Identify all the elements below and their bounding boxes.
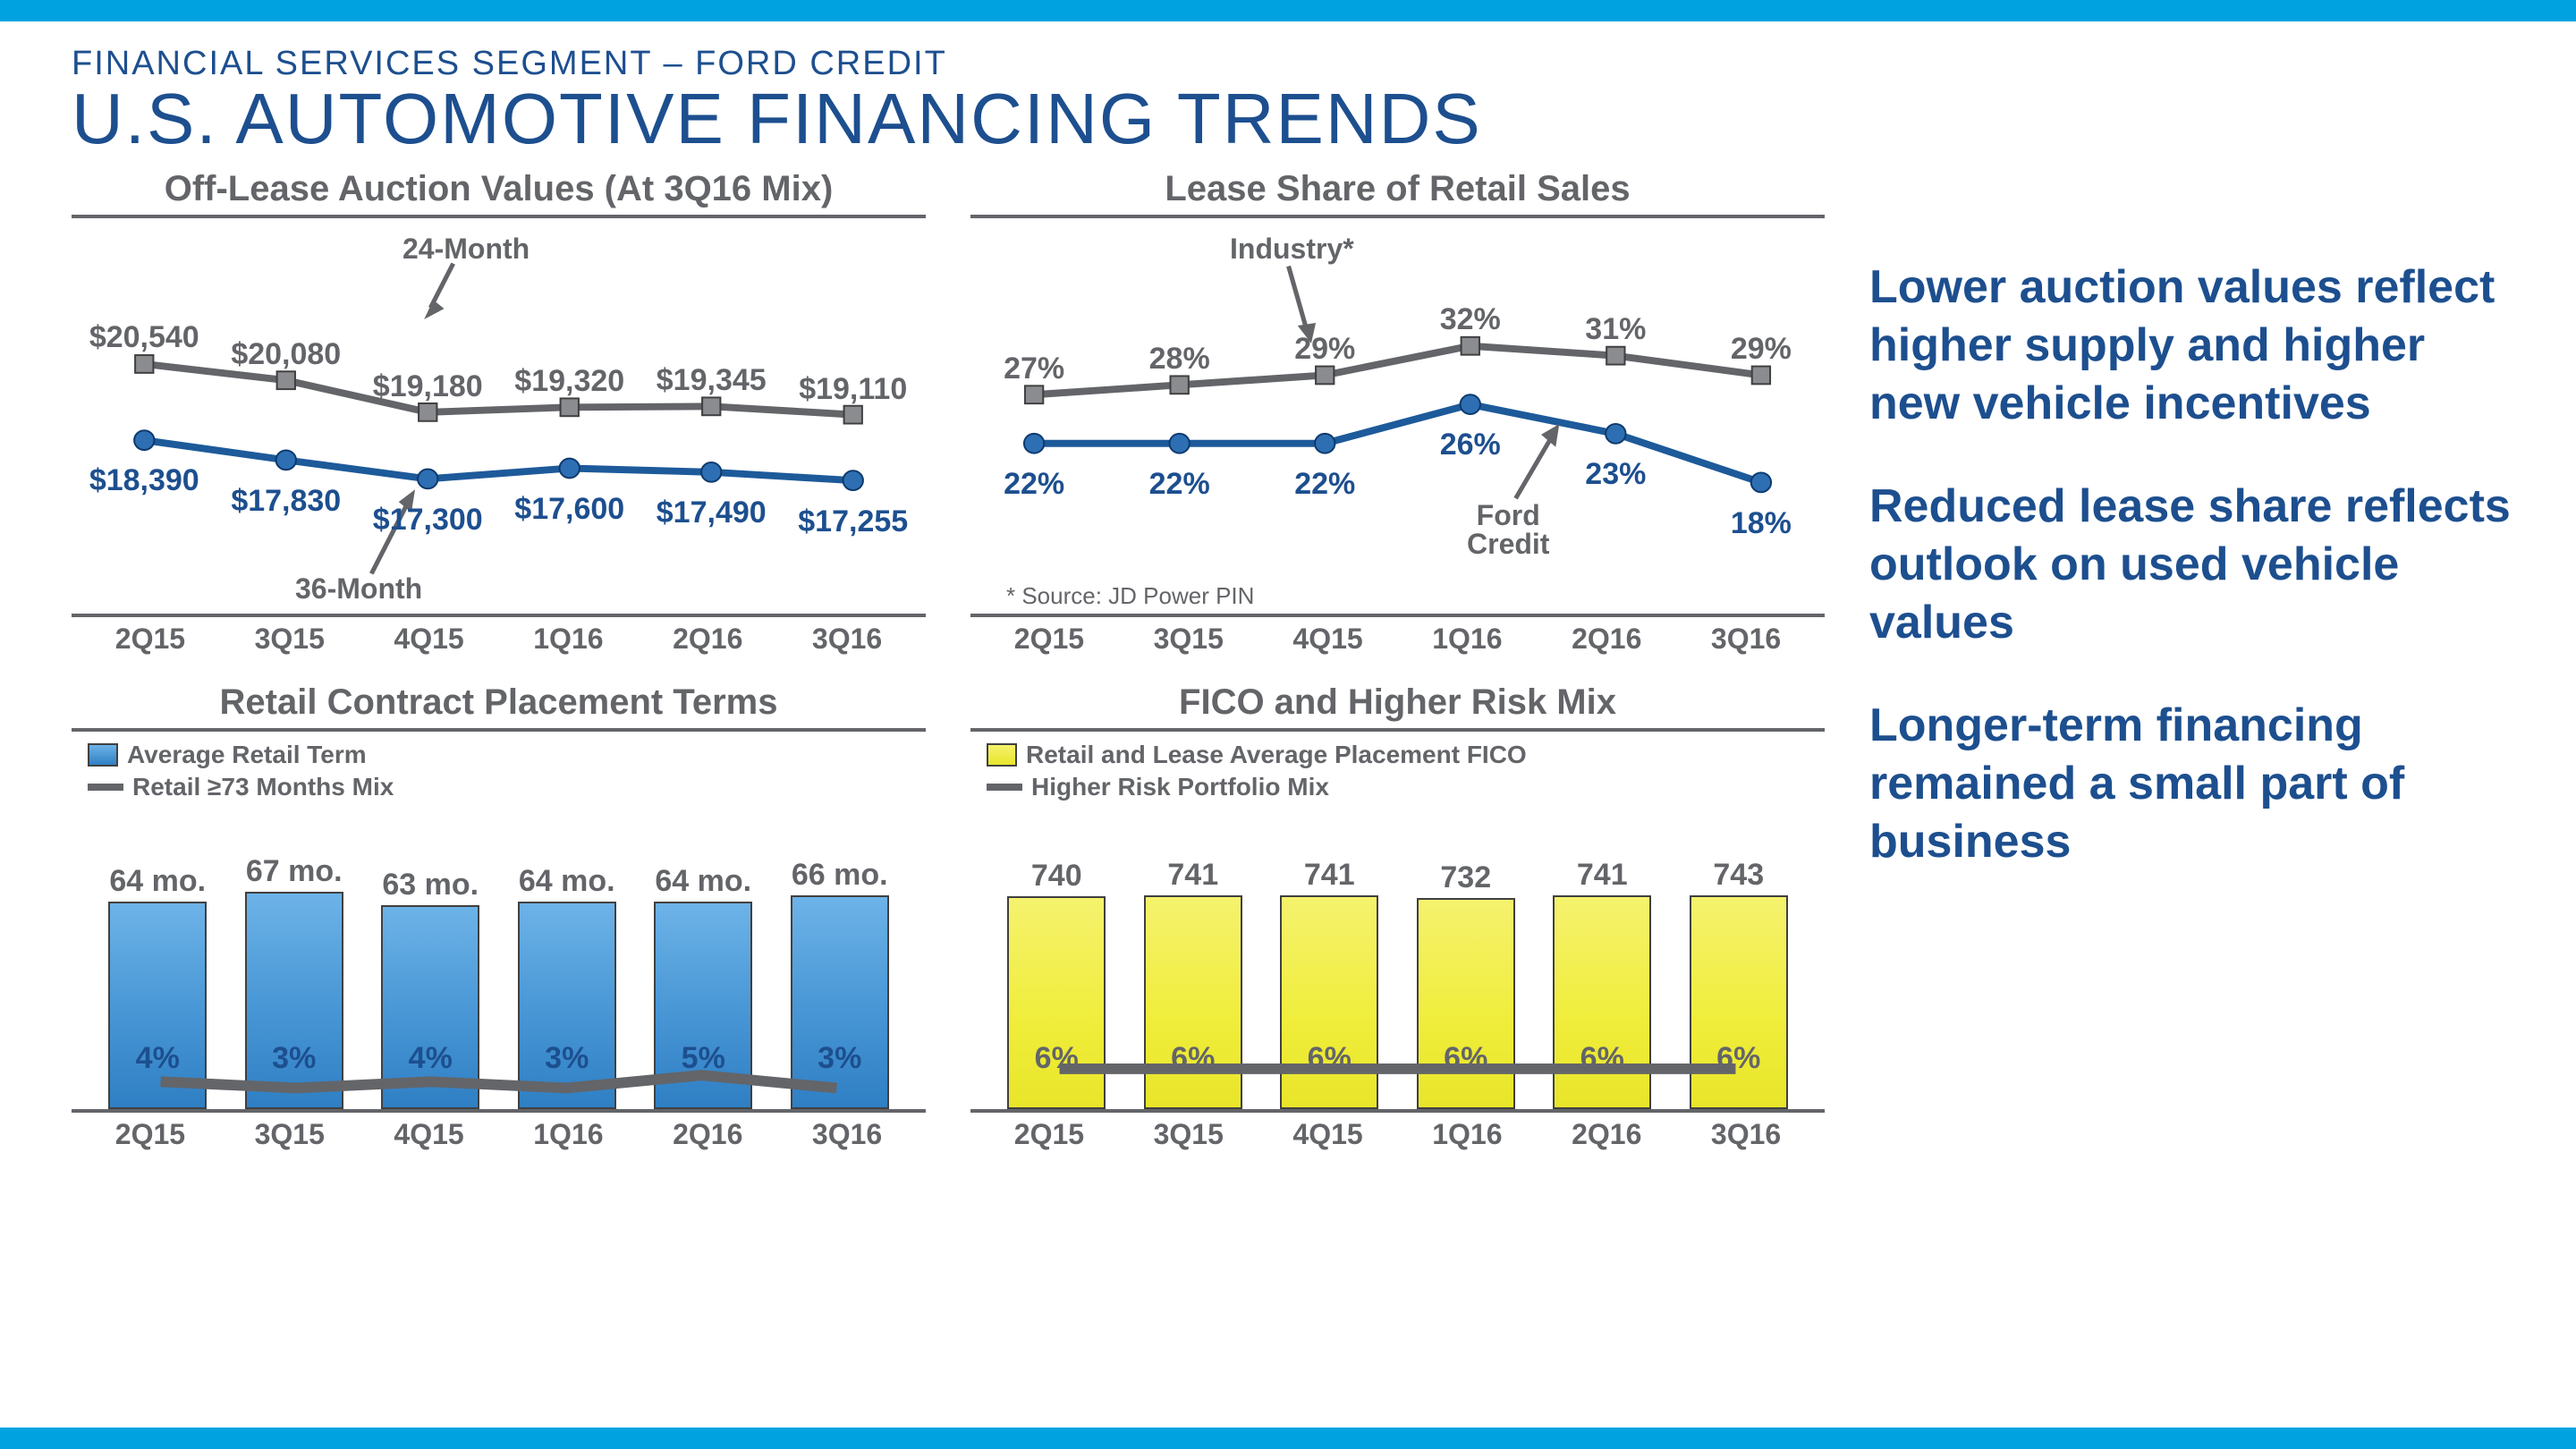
value-label: $20,540 — [89, 320, 199, 355]
bottom-accent-bar — [0, 1428, 2576, 1449]
x-axis-label: 2Q15 — [80, 1118, 220, 1151]
x-axis-label: 1Q16 — [498, 623, 638, 656]
value-label: $17,490 — [657, 496, 767, 530]
chart4-title: FICO and Higher Risk Mix — [970, 682, 1825, 723]
value-label: $19,320 — [514, 364, 624, 399]
chart4-x-axis: 2Q153Q154Q151Q162Q163Q16 — [970, 1113, 1825, 1151]
chart2-annot-industry: Industry* — [1230, 233, 1354, 266]
value-label: $19,180 — [373, 369, 483, 404]
value-label: 26% — [1440, 428, 1501, 462]
value-label: 27% — [1004, 352, 1064, 386]
value-label: 22% — [1004, 467, 1064, 502]
x-axis-label: 2Q15 — [979, 623, 1119, 656]
chart2-x-axis: 2Q153Q154Q151Q162Q163Q16 — [970, 617, 1825, 656]
bullet-1: Lower auction values reflect higher supp… — [1869, 258, 2522, 433]
value-label: $17,255 — [798, 504, 908, 539]
value-label: 28% — [1149, 342, 1210, 377]
x-axis-label: 4Q15 — [360, 1118, 499, 1151]
x-axis-label: 2Q16 — [1537, 1118, 1676, 1151]
x-axis-label: 3Q15 — [220, 1118, 360, 1151]
chart3-plot: Average Retail Term Retail ≥73 Months Mi… — [72, 737, 926, 1113]
x-axis-label: 2Q16 — [1537, 623, 1676, 656]
chart1-title: Off-Lease Auction Values (At 3Q16 Mix) — [72, 169, 926, 209]
value-label: 29% — [1294, 332, 1355, 367]
value-label: $19,345 — [657, 363, 767, 398]
page-title: U.S. AUTOMOTIVE FINANCING TRENDS — [72, 78, 2522, 160]
chart2-annot-ford: FordCredit — [1467, 501, 1549, 558]
chart-retail-terms: Retail Contract Placement Terms Average … — [72, 682, 926, 1169]
x-axis-label: 3Q15 — [1119, 623, 1258, 656]
x-axis-label: 1Q16 — [1397, 623, 1537, 656]
value-label: $17,600 — [514, 492, 624, 527]
chart1-plot: 24-Month 36-Month $20,540 $20,080 $19,180 $… — [72, 224, 926, 617]
value-label: 22% — [1149, 467, 1210, 502]
x-axis-label: 3Q16 — [777, 623, 917, 656]
x-axis-label: 4Q15 — [1258, 623, 1398, 656]
x-axis-label: 2Q15 — [979, 1118, 1119, 1151]
x-axis-label: 2Q16 — [638, 1118, 777, 1151]
value-label: $19,110 — [799, 372, 907, 407]
chart2-title: Lease Share of Retail Sales — [970, 169, 1825, 209]
value-label: 18% — [1731, 506, 1792, 541]
slide-content: FINANCIAL SERVICES SEGMENT – FORD CREDIT… — [72, 45, 2522, 1404]
value-label: 29% — [1731, 332, 1792, 367]
value-label: 31% — [1585, 312, 1646, 347]
chart1-x-axis: 2Q153Q154Q151Q162Q163Q16 — [72, 617, 926, 656]
charts-column: Off-Lease Auction Values (At 3Q16 Mix) 2… — [72, 169, 1825, 1169]
value-label: 22% — [1294, 467, 1355, 502]
x-axis-label: 4Q15 — [360, 623, 499, 656]
chart2-plot: Industry* FordCredit * Source: JD Power … — [970, 224, 1825, 617]
value-label: $20,080 — [231, 337, 341, 372]
chart3-title: Retail Contract Placement Terms — [72, 682, 926, 723]
value-label: $17,830 — [231, 484, 341, 519]
x-axis-label: 1Q16 — [1397, 1118, 1537, 1151]
bullet-2: Reduced lease share reflects outlook on … — [1869, 478, 2522, 652]
value-label: 32% — [1440, 302, 1501, 337]
x-axis-label: 3Q15 — [220, 623, 360, 656]
chart1-annot-24m: 24-Month — [402, 233, 530, 266]
bullet-3: Longer-term financing remained a small p… — [1869, 697, 2522, 871]
x-axis-label: 3Q16 — [1676, 1118, 1816, 1151]
x-axis-label: 2Q15 — [80, 623, 220, 656]
value-label: $17,300 — [373, 503, 483, 538]
value-label: 23% — [1585, 457, 1646, 492]
chart1-annot-36m: 36-Month — [295, 572, 422, 606]
value-label: $18,390 — [89, 463, 199, 498]
x-axis-label: 2Q16 — [638, 623, 777, 656]
x-axis-label: 1Q16 — [498, 1118, 638, 1151]
chart2-footnote: * Source: JD Power PIN — [1006, 582, 1254, 610]
bullets-column: Lower auction values reflect higher supp… — [1869, 169, 2522, 1169]
x-axis-label: 3Q16 — [1676, 623, 1816, 656]
chart-fico: FICO and Higher Risk Mix Retail and Leas… — [970, 682, 1825, 1169]
chart4-plot: Retail and Lease Average Placement FICO … — [970, 737, 1825, 1113]
x-axis-label: 3Q15 — [1119, 1118, 1258, 1151]
chart-off-lease: Off-Lease Auction Values (At 3Q16 Mix) 2… — [72, 169, 926, 656]
chart3-x-axis: 2Q153Q154Q151Q162Q163Q16 — [72, 1113, 926, 1151]
top-accent-bar — [0, 0, 2576, 21]
x-axis-label: 4Q15 — [1258, 1118, 1398, 1151]
chart-lease-share: Lease Share of Retail Sales Industry* Fo… — [970, 169, 1825, 656]
x-axis-label: 3Q16 — [777, 1118, 917, 1151]
